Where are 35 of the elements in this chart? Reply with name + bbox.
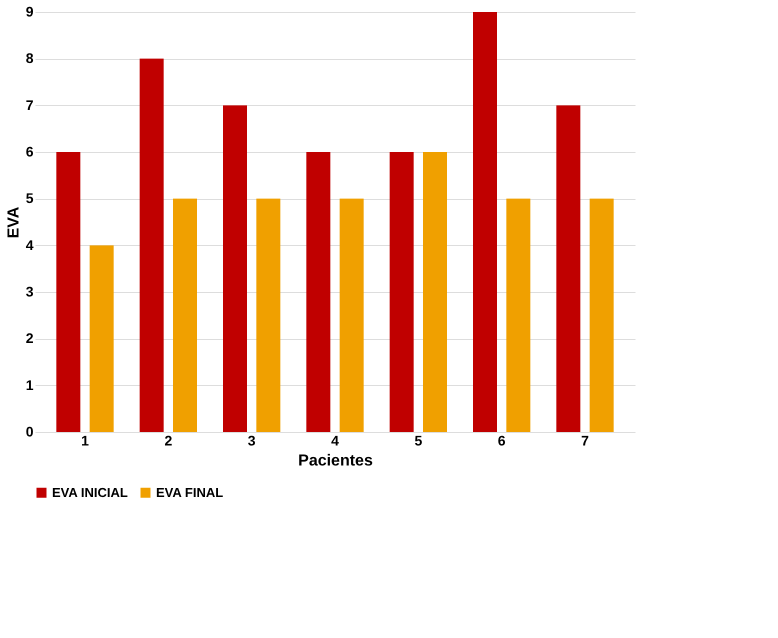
- bar: [173, 198, 197, 432]
- y-tick-label: 9: [26, 4, 34, 20]
- x-tick-label: 5: [414, 432, 422, 448]
- y-tick-label: 7: [26, 96, 34, 113]
- x-tick-label: 6: [498, 432, 506, 448]
- x-tick-label: 3: [248, 432, 256, 448]
- y-tick-label: 1: [26, 376, 34, 393]
- y-axis-title: EVA: [6, 206, 23, 238]
- bar: [506, 198, 530, 432]
- bar: [306, 152, 330, 432]
- bar: [340, 198, 364, 432]
- bar: [56, 152, 80, 432]
- bar: [256, 198, 280, 432]
- legend-label: EVA FINAL: [156, 484, 224, 500]
- bar: [223, 105, 247, 432]
- bar: [556, 105, 580, 432]
- bar: [390, 152, 414, 432]
- bar: [590, 198, 614, 432]
- x-axis-title: Pacientes: [298, 452, 373, 470]
- y-tick-label: 5: [26, 190, 34, 206]
- y-tick-label: 2: [26, 330, 34, 346]
- x-tick-label: 4: [331, 432, 340, 448]
- bar: [473, 12, 497, 432]
- y-tick-label: 8: [26, 50, 34, 66]
- bar: [140, 58, 164, 432]
- y-tick-label: 3: [26, 284, 34, 300]
- y-tick-label: 0: [26, 424, 34, 440]
- legend-label: EVA INICIAL: [52, 484, 128, 500]
- x-tick-label: 1: [81, 432, 90, 448]
- x-tick-label: 2: [164, 432, 172, 448]
- bar: [90, 245, 114, 432]
- y-tick-label: 6: [26, 144, 34, 160]
- y-tick-label: 4: [26, 236, 34, 253]
- bar: [423, 152, 447, 432]
- x-tick-label: 7: [581, 432, 590, 448]
